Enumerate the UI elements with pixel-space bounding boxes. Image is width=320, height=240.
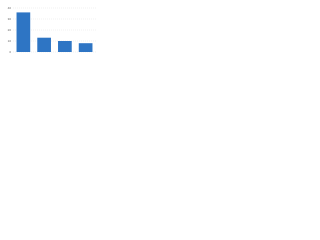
- chart: 0 10 20 30 40: [8, 6, 96, 54]
- y-tick-label: 20: [8, 28, 12, 32]
- y-tick-label: 0: [9, 50, 11, 54]
- bar: [37, 37, 51, 52]
- bar: [58, 41, 72, 52]
- page: {"chart_data": {"type": "bar", "categori…: [0, 0, 100, 71]
- y-tick-label: 40: [8, 6, 12, 10]
- bar: [78, 43, 93, 52]
- y-tick-label: 30: [8, 17, 12, 21]
- bar: [16, 12, 31, 52]
- y-tick-label: 10: [8, 39, 12, 43]
